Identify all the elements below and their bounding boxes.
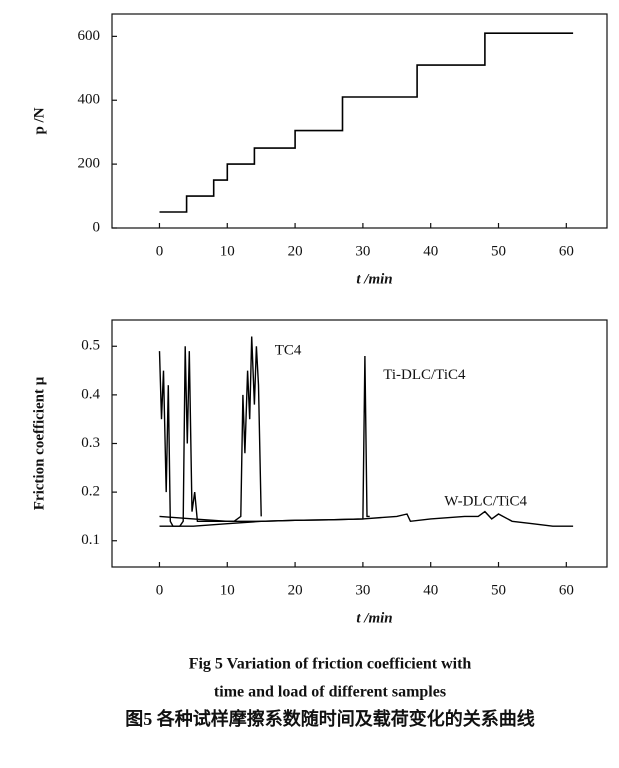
y-tick-label: 0.5	[81, 338, 100, 354]
x-tick-label: 10	[220, 582, 235, 598]
data-line	[159, 510, 574, 527]
data-line	[159, 32, 574, 213]
x-tick-label: 30	[355, 582, 370, 598]
x-tick-label: 20	[288, 582, 303, 598]
x-tick-label: 30	[355, 243, 370, 259]
y-tick-label: 0.1	[81, 532, 100, 548]
y-axis-label: Friction coefficient μ	[31, 376, 47, 510]
y-tick-label: 0	[93, 219, 101, 235]
y-tick-label: 0.4	[81, 386, 100, 402]
series-label: TC4	[275, 343, 302, 359]
y-tick-label: 0.3	[81, 435, 100, 451]
caption: 图5 各种试样摩擦系数随时间及载荷变化的关系曲线	[125, 708, 535, 729]
y-tick-label: 400	[78, 92, 101, 108]
series-label: W-DLC/TiC4	[444, 493, 527, 509]
x-axis-label: t /min	[356, 610, 392, 626]
y-axis-label: p /N	[31, 107, 47, 134]
x-tick-label: 50	[491, 582, 506, 598]
x-tick-label: 20	[288, 243, 303, 259]
x-tick-label: 40	[423, 582, 438, 598]
x-tick-label: 10	[220, 243, 235, 259]
series-label: Ti-DLC/TiC4	[383, 367, 466, 383]
x-tick-label: 0	[156, 582, 164, 598]
x-tick-label: 60	[559, 243, 574, 259]
y-tick-label: 600	[78, 28, 101, 44]
x-tick-label: 60	[559, 582, 574, 598]
caption: Fig 5 Variation of friction coefficient …	[189, 656, 472, 673]
x-tick-label: 40	[423, 243, 438, 259]
y-tick-label: 0.2	[81, 484, 100, 500]
caption: time and load of different samples	[214, 684, 446, 701]
y-tick-label: 200	[78, 156, 101, 172]
x-tick-label: 0	[156, 243, 164, 259]
x-tick-label: 50	[491, 243, 506, 259]
plot-frame	[111, 319, 608, 568]
plot-frame	[111, 13, 608, 229]
data-line	[158, 336, 262, 527]
x-axis-label: t /min	[356, 271, 392, 287]
